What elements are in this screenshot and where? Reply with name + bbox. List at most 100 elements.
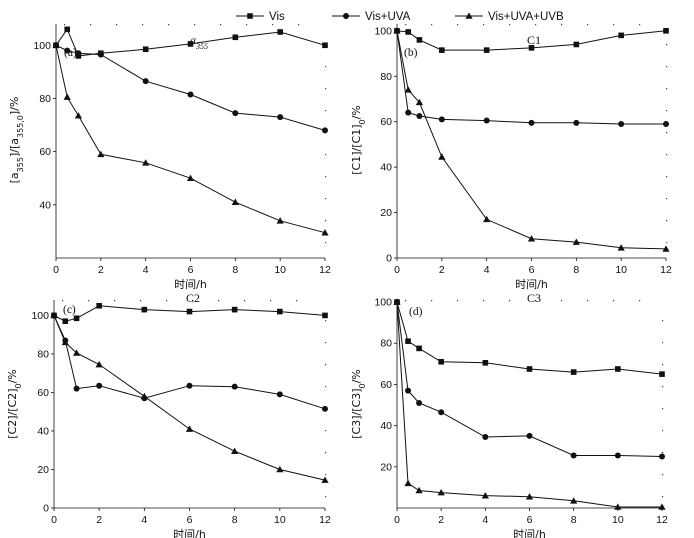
guide-dot: [140, 300, 142, 302]
data-point: [186, 174, 195, 182]
guide-dot: [662, 342, 664, 344]
guide-dot: [431, 300, 433, 302]
guide-dot: [325, 242, 327, 244]
legend-marker-square: [247, 13, 253, 19]
dotted-guides: [62, 300, 327, 498]
x-tick-label: 6: [188, 264, 194, 276]
guide-dot: [325, 342, 327, 344]
data-point: [142, 46, 149, 53]
x-tick-label: 0: [51, 514, 57, 526]
guide-dot: [662, 386, 664, 388]
guide-dot: [325, 496, 327, 498]
series-vis-uva: [51, 312, 328, 412]
dotted-guides: [405, 24, 668, 244]
guide-dot: [457, 24, 459, 26]
data-point: [186, 382, 193, 389]
guide-dot: [62, 300, 64, 302]
y-tick-label: 80: [39, 93, 51, 105]
guide-dot: [325, 474, 327, 476]
guide-dot: [666, 176, 668, 178]
guide-dot: [116, 24, 118, 26]
guide-dot: [192, 300, 194, 302]
panel-a: 0 2 4 6 8 10 12 40 60 80 100 时间/h [a355]/[a355,0]/% a…: [8, 24, 331, 291]
data-point: [416, 37, 423, 43]
x-tick-label: 6: [187, 514, 193, 526]
data-point: [527, 235, 536, 242]
guide-dot: [561, 24, 563, 26]
data-point: [231, 447, 239, 454]
data-point: [615, 366, 621, 372]
x-tick-label: 12: [660, 264, 672, 276]
data-point: [572, 238, 580, 245]
data-point: [232, 34, 239, 41]
legend-label: Vis: [269, 11, 285, 23]
data-point: [618, 120, 625, 127]
series-vis-uva: [394, 299, 665, 460]
x-tick-label: 6: [529, 264, 535, 276]
guide-dot: [666, 220, 668, 222]
guide-dot: [662, 452, 664, 454]
data-point: [393, 298, 401, 305]
data-point: [662, 245, 670, 252]
data-point: [483, 215, 491, 223]
series-line: [55, 45, 326, 234]
data-point: [573, 119, 580, 126]
data-point: [72, 349, 81, 356]
y-tick-label: 20: [380, 461, 392, 473]
x-tick-label: 10: [615, 264, 627, 276]
panel-tag: (d): [409, 306, 423, 318]
y-axis-title: [C2]/[C2]0/%: [6, 369, 23, 439]
guide-dot: [64, 24, 66, 26]
data-point: [528, 45, 535, 51]
data-point: [276, 217, 284, 224]
y-tick-label: 40: [39, 199, 51, 211]
data-point: [62, 318, 69, 324]
y-tick-label: 80: [380, 338, 392, 350]
x-tick-label: 10: [612, 514, 624, 526]
x-tick-label: 4: [143, 264, 149, 276]
data-point: [617, 244, 625, 251]
guide-dot: [666, 154, 668, 156]
y-tick-label: 0: [386, 253, 392, 265]
guide-dot: [483, 24, 485, 26]
x-axis-title: 时间/h: [174, 278, 207, 291]
guide-dot: [325, 110, 327, 112]
data-point: [95, 360, 103, 368]
x-axis-title: 时间/h: [173, 528, 206, 538]
guide-dot: [639, 300, 641, 302]
x-tick-label: 6: [527, 514, 533, 526]
panel-b: 0 2 4 6 8 10 12 0 20 40 60 80 100 时间/h [C1]/[C1]0/% C1 (…: [350, 24, 672, 291]
guide-dot: [325, 176, 327, 178]
data-point: [663, 28, 669, 34]
guide-dot: [662, 408, 664, 410]
data-point: [438, 409, 445, 416]
data-point: [526, 366, 533, 372]
guide-dot: [325, 198, 327, 200]
legend-item-vis-uva: Vis+UVA: [332, 11, 411, 23]
y-tick-label: 60: [39, 146, 51, 158]
guide-dot: [662, 364, 664, 366]
y-tick-label: 20: [37, 464, 49, 476]
y-tick-label: 20: [380, 207, 392, 219]
data-point: [416, 113, 423, 120]
data-point: [404, 479, 412, 487]
data-point: [97, 150, 105, 158]
x-tick-label: 2: [98, 264, 104, 276]
guide-dot: [666, 132, 668, 134]
x-tick-label: 2: [439, 264, 445, 276]
guide-dot: [639, 24, 641, 26]
x-tick-label: 2: [96, 514, 102, 526]
panel-tag: (c): [63, 304, 76, 316]
panel-tag: (b): [404, 47, 418, 59]
guide-dot: [535, 24, 537, 26]
guide-dot: [587, 300, 589, 302]
x-tick-label: 12: [319, 514, 331, 526]
data-point: [439, 47, 445, 53]
guide-dot: [666, 66, 668, 68]
guide-dot: [325, 364, 327, 366]
y-tick-label: 60: [380, 379, 392, 391]
legend: Vis Vis+UVA Vis+UVA+UVB: [236, 11, 564, 23]
data-point: [659, 453, 665, 460]
y-tick-label: 40: [37, 425, 49, 437]
y-tick-label: 100: [31, 310, 49, 322]
